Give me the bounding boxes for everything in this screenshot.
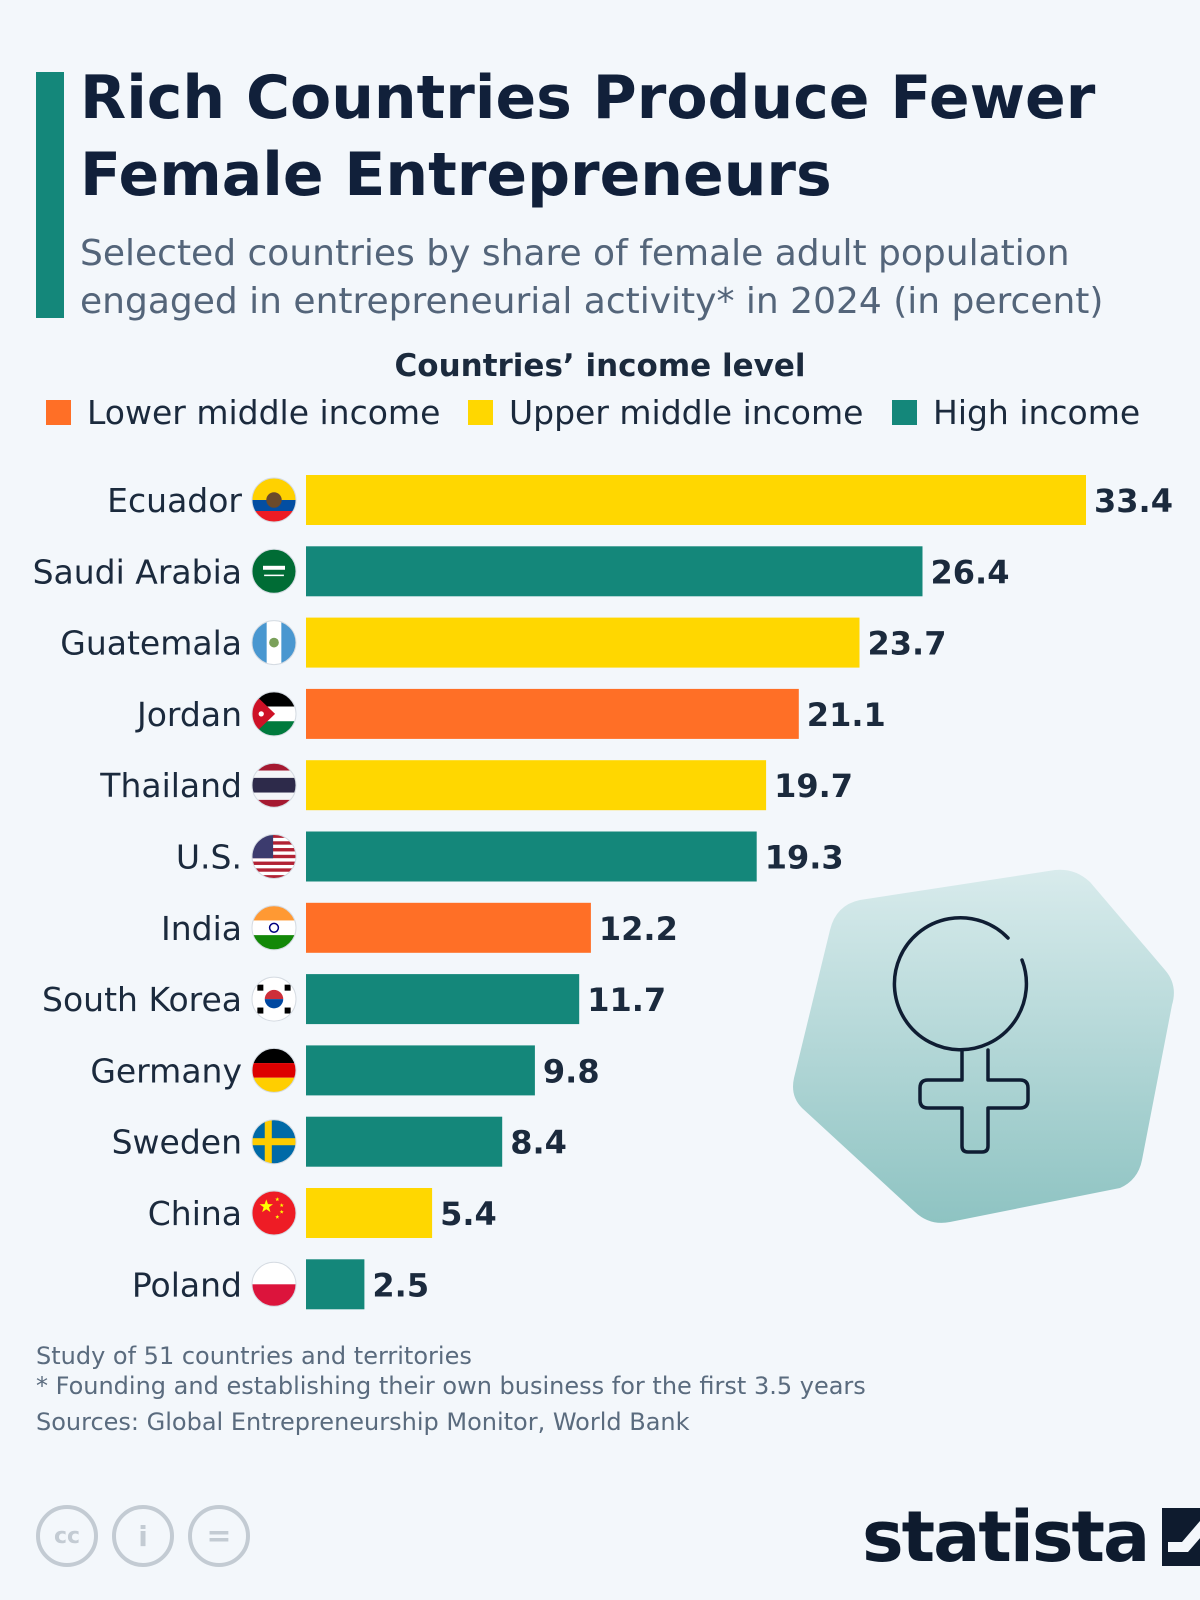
value-label: 26.4 (931, 553, 1010, 591)
legend-label: High income (933, 392, 1141, 432)
bar (306, 831, 757, 882)
category-label: Thailand (99, 766, 242, 805)
legend-swatch (892, 399, 917, 425)
bar (306, 1116, 503, 1167)
category-label: China (148, 1194, 242, 1233)
bar-row: South Korea 11.7 (42, 974, 666, 1025)
bar-row: China 5.4 (148, 1188, 497, 1238)
value-label: 19.3 (765, 839, 844, 877)
category-label: Guatemala (60, 624, 242, 663)
value-label: 8.4 (510, 1124, 567, 1162)
bar-row: U.S. 19.3 (176, 831, 844, 882)
south-korea-flag-icon (251, 976, 297, 1022)
category-label: U.S. (176, 838, 242, 877)
bar (306, 475, 1086, 525)
bar-row: India 12.2 (161, 902, 678, 953)
bar-row: Thailand 19.7 (99, 760, 853, 811)
footnote-study: Study of 51 countries and territories (36, 1342, 472, 1370)
bar (306, 902, 591, 953)
india-flag-icon (251, 905, 297, 951)
value-label: 5.4 (440, 1195, 497, 1233)
poland-flag-icon (251, 1261, 297, 1307)
category-label: Sweden (112, 1123, 242, 1162)
bar (306, 974, 580, 1025)
statista-logo[interactable]: statista (862, 1502, 1200, 1572)
category-label: India (161, 909, 242, 948)
category-label: Germany (90, 1051, 242, 1090)
statista-logo-icon (1162, 1508, 1200, 1566)
china-flag-icon (251, 1190, 297, 1236)
bar-row: Ecuador 33.4 (107, 475, 1173, 525)
ecuador-flag-icon (251, 477, 297, 523)
sweden-flag-icon (251, 1119, 297, 1165)
value-label: 9.8 (543, 1052, 600, 1090)
bar (306, 760, 767, 811)
attribution-icon[interactable]: i (112, 1505, 174, 1567)
category-label: South Korea (42, 980, 242, 1019)
saudi-arabia-flag-icon (251, 548, 297, 594)
legend-title: Countries’ income level (394, 348, 806, 384)
bar-row: Jordan 21.1 (135, 688, 886, 739)
bar-row: Saudi Arabia 26.4 (33, 546, 1010, 597)
us-flag-icon (251, 834, 297, 879)
title-accent-bar (36, 72, 64, 318)
bar (306, 546, 923, 597)
chart-title: Rich Countries Produce Fewer Female Entr… (80, 63, 1096, 210)
bar-row: Poland 2.5 (132, 1259, 429, 1310)
germany-flag-icon (251, 1047, 297, 1093)
category-label: Poland (132, 1265, 242, 1304)
bar (306, 1045, 535, 1096)
bar (306, 1259, 365, 1310)
value-label: 12.2 (599, 910, 678, 948)
value-label: 2.5 (372, 1266, 429, 1304)
legend-item-lower-middle: Lower middle income (46, 392, 440, 432)
bar (306, 617, 860, 668)
jordan-flag-icon (251, 691, 297, 737)
bar-row: Germany 9.8 (90, 1045, 600, 1096)
category-label: Ecuador (107, 481, 242, 520)
value-label: 11.7 (587, 981, 666, 1019)
legend-label: Lower middle income (87, 392, 441, 432)
thailand-flag-icon (251, 762, 297, 808)
brand-name: statista (862, 1496, 1150, 1578)
bar (306, 688, 799, 739)
category-label: Saudi Arabia (33, 552, 242, 591)
license-icons: cc i = (36, 1505, 250, 1567)
no-derivatives-icon[interactable]: = (188, 1505, 250, 1567)
value-label: 23.7 (868, 625, 947, 663)
value-label: 21.1 (807, 696, 886, 734)
bar-row: Guatemala 23.7 (60, 617, 947, 668)
value-label: 33.4 (1094, 482, 1173, 520)
cc-icon[interactable]: cc (36, 1505, 98, 1567)
footnote-definition: * Founding and establishing their own bu… (36, 1372, 866, 1400)
legend-swatch (468, 399, 493, 425)
legend-label: Upper middle income (509, 392, 864, 432)
footnote-sources: Sources: Global Entrepreneurship Monitor… (36, 1408, 690, 1436)
bar-chart: Ecuador 33.4 Saudi Arabia 26.4 Guatemala 23.7… (33, 475, 1173, 1310)
value-label: 19.7 (774, 767, 853, 805)
legend-swatch (46, 399, 71, 425)
legend-item-high: High income (892, 392, 1140, 432)
chart-subtitle: Selected countries by share of female ad… (80, 233, 1104, 322)
legend-item-upper-middle: Upper middle income (468, 392, 863, 432)
bar (306, 1188, 433, 1238)
category-label: Jordan (135, 695, 242, 734)
bar-row: Sweden 8.4 (112, 1116, 567, 1167)
guatemala-flag-icon (251, 620, 297, 666)
female-symbol-icon (793, 869, 1174, 1223)
